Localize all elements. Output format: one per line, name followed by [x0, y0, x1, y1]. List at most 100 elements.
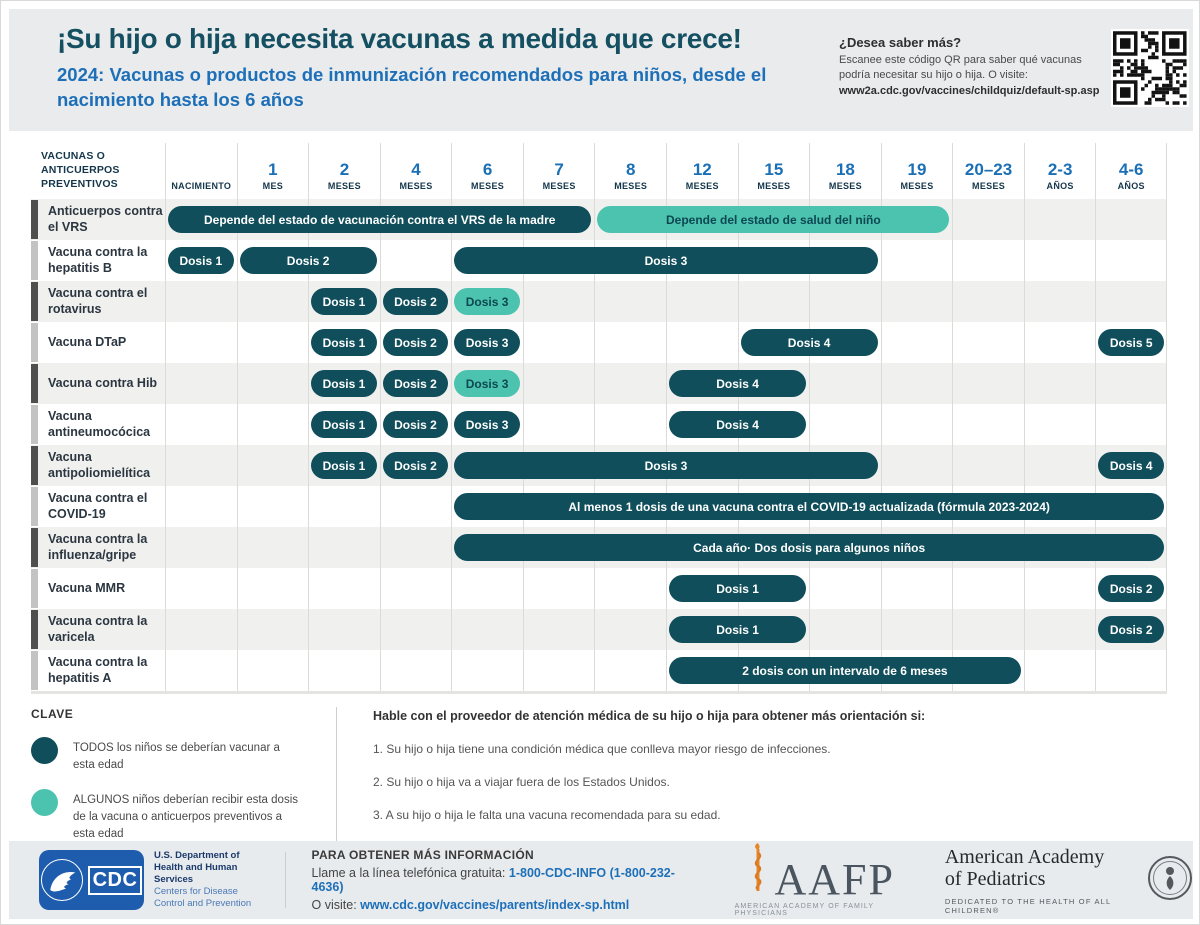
dose-bar: Dosis 2 [239, 247, 377, 274]
grid-cell [165, 486, 237, 527]
grid-cell [236, 322, 309, 363]
grid-cell [1023, 281, 1096, 322]
grid-cell [594, 650, 666, 691]
dose-bar: Dosis 3 [454, 288, 520, 315]
age-unit: MESES [900, 181, 934, 191]
age-column-header: 19 MESES [880, 143, 953, 199]
vaccine-label: Vacuna contra Hib [31, 363, 165, 404]
grid-cell [1023, 363, 1096, 404]
qr-text: ¿Desea saber más? Escanee este código QR… [839, 29, 1099, 107]
vaccine-row: Vacuna contra el COVID-19 Al menos 1 dosi… [31, 486, 1167, 527]
grid-cell [809, 404, 881, 445]
age-column-header: 7 MESES [522, 143, 595, 199]
grid-cell [1023, 609, 1096, 650]
dose-bar: Dosis 2 [382, 411, 449, 438]
age-column-header: 6 MESES [451, 143, 523, 199]
grid-cell [522, 568, 595, 609]
dose-bar: Depende del estado de salud del niño [597, 206, 950, 233]
grid-cell [379, 609, 452, 650]
grid-cell [308, 363, 380, 404]
grid-cell [451, 240, 523, 281]
qr-block: ¿Desea saber más? Escanee este código QR… [839, 29, 1189, 107]
grid-cell [236, 445, 309, 486]
grid-cell [308, 404, 380, 445]
grid-cell [665, 363, 738, 404]
page-title: ¡Su hijo o hija necesita vacunas a medid… [57, 23, 742, 54]
age-unit: MESES [327, 181, 361, 191]
grid-cell [451, 609, 523, 650]
qr-body: Escanee este código QR para saber qué va… [839, 54, 1082, 82]
age-number: 1 [268, 160, 278, 179]
dose-bar: Dosis 2 [382, 452, 449, 479]
row-marker-tab [31, 651, 38, 690]
dose-bar: Dosis 4 [1098, 452, 1164, 479]
grid-cell [451, 650, 523, 691]
age-number: 4 [411, 160, 421, 179]
grid-cell [1023, 404, 1096, 445]
vaccine-label-text: Vacuna antineumocócica [48, 409, 151, 439]
age-unit: MESES [614, 181, 648, 191]
grid-cell [522, 281, 595, 322]
age-column-header: NACIMIENTO [165, 143, 237, 199]
grid-cell [165, 322, 237, 363]
grid-cell [1095, 363, 1167, 404]
dose-bar: Dosis 3 [454, 370, 520, 397]
vaccine-label: Vacuna contra el COVID-19 [31, 486, 165, 527]
vertical-divider [284, 852, 286, 908]
vaccine-label-text: Vacuna contra la influenza/gripe [48, 532, 148, 562]
phone-number: 1-800-CDC-INFO (1-800-232-4636) [311, 866, 675, 894]
grid-cell [665, 568, 738, 609]
age-unit: NACIMIENTO [171, 181, 232, 191]
dose-bar: Dosis 4 [668, 411, 807, 438]
schedule-corner-header: VACUNAS O ANTICUERPOS PREVENTIVOS [41, 150, 120, 191]
grid-cell [379, 240, 452, 281]
grid-cell [880, 404, 953, 445]
dose-bar: Dosis 1 [311, 370, 377, 397]
vaccine-label-text: Vacuna contra el rotavirus [48, 286, 148, 316]
vaccine-label: Vacuna antineumocócica [31, 404, 165, 445]
grid-cell [665, 281, 738, 322]
grid-cell [880, 568, 953, 609]
age-number: 7 [554, 160, 564, 179]
age-unit: MESES [471, 181, 505, 191]
aafp-logo: AAFP AMERICAN ACADEMY OF FAMILY PHYSICIA… [735, 843, 907, 917]
dose-bar: Dosis 1 [311, 452, 377, 479]
row-marker-tab [31, 528, 38, 567]
row-marker-tab [31, 446, 38, 485]
grid-cell [236, 363, 309, 404]
grid-cell [451, 322, 523, 363]
age-column-header: 18 MESES [809, 143, 881, 199]
vaccine-label: Vacuna antipoliomielítica [31, 445, 165, 486]
grid-cell [594, 322, 666, 363]
dose-bar: Dosis 2 [382, 329, 449, 356]
grid-cell [165, 609, 237, 650]
dose-bar: Dosis 5 [1098, 329, 1164, 356]
grid-cell [236, 281, 309, 322]
age-number: 18 [835, 160, 855, 179]
row-marker-tab [31, 487, 38, 526]
age-column-header: 12 MESES [665, 143, 738, 199]
vaccine-row: Vacuna contra la varicela Dosis 1 Dosis 2 [31, 609, 1167, 650]
age-number: 2 [339, 160, 350, 179]
grid-cell [308, 609, 380, 650]
grid-cell [379, 404, 452, 445]
grid-cell [522, 404, 595, 445]
grid-cell [308, 281, 380, 322]
row-marker-tab [31, 364, 38, 403]
grid-cell [1095, 199, 1167, 240]
hhs-seal-icon [40, 859, 83, 901]
grid-cell [165, 363, 237, 404]
age-unit: AÑOS [1046, 181, 1074, 191]
grid-cell [880, 363, 953, 404]
age-column-header: 4 MESES [379, 143, 452, 199]
age-unit: MESES [685, 181, 719, 191]
age-column-header: 2-3 AÑOS [1023, 143, 1096, 199]
aafp-torch-icon [746, 843, 770, 898]
vaccine-label: Vacuna contra la hepatitis B [31, 240, 165, 281]
grid-cell [379, 363, 452, 404]
grid-cell [1095, 650, 1167, 691]
grid-cell [952, 363, 1024, 404]
guidance-item: 3. A su hijo o hija le falta una vacuna … [373, 808, 721, 822]
legend-section: CLAVE TODOS los niños se deberían vacuna… [31, 707, 1167, 843]
footer-band: CDC U.S. Department of Health and Human … [9, 841, 1193, 919]
